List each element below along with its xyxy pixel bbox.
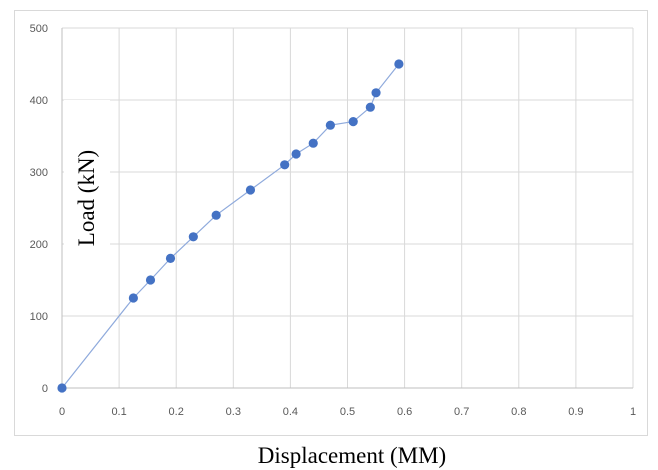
y-tick-label: 100 xyxy=(30,311,48,323)
data-point xyxy=(348,117,358,127)
y-axis-title-background xyxy=(64,100,110,300)
grid xyxy=(62,27,634,388)
x-axis-title: Displacement (MM) xyxy=(258,443,446,468)
data-point xyxy=(371,88,381,98)
data-point xyxy=(128,293,138,303)
data-series xyxy=(57,59,404,393)
x-tick-label: 0.8 xyxy=(511,406,526,418)
x-tick-label: 0.6 xyxy=(397,406,412,418)
x-tick-label: 0.3 xyxy=(226,406,241,418)
data-point xyxy=(57,383,67,393)
data-point xyxy=(291,149,301,159)
data-point xyxy=(145,275,156,285)
data-point xyxy=(394,59,404,69)
x-tick-label: 0.1 xyxy=(111,406,126,418)
data-point xyxy=(325,120,335,130)
x-tick-label: 0.2 xyxy=(169,406,184,418)
data-point xyxy=(188,232,198,242)
data-point xyxy=(308,138,318,148)
y-tick-label: 200 xyxy=(30,239,48,251)
x-tick-label: 0.5 xyxy=(340,406,355,418)
y-tick-label: 500 xyxy=(30,23,48,35)
data-point xyxy=(245,185,256,195)
x-tick-label: 0.7 xyxy=(454,406,469,418)
y-axis-title: Load (kN) xyxy=(74,150,99,246)
tick-labels: 0 0.1 0.2 0.3 0.4 0.5 0.6 0.7 0.8 0.9 1 0 100 200 300 4… xyxy=(30,23,636,418)
data-point xyxy=(365,102,375,112)
data-point xyxy=(280,160,290,170)
x-tick-label: 0 xyxy=(59,406,65,418)
x-tick-label: 0.4 xyxy=(283,406,298,418)
x-tick-label: 0.9 xyxy=(568,406,583,418)
y-tick-label: 300 xyxy=(30,167,48,179)
data-point xyxy=(211,210,221,220)
x-tick-label: 1 xyxy=(630,406,636,418)
y-tick-label: 0 xyxy=(42,383,48,395)
axes xyxy=(61,28,633,389)
data-point xyxy=(165,253,176,263)
y-tick-label: 400 xyxy=(30,95,48,107)
series-line xyxy=(61,63,400,389)
chart-frame xyxy=(14,10,648,436)
